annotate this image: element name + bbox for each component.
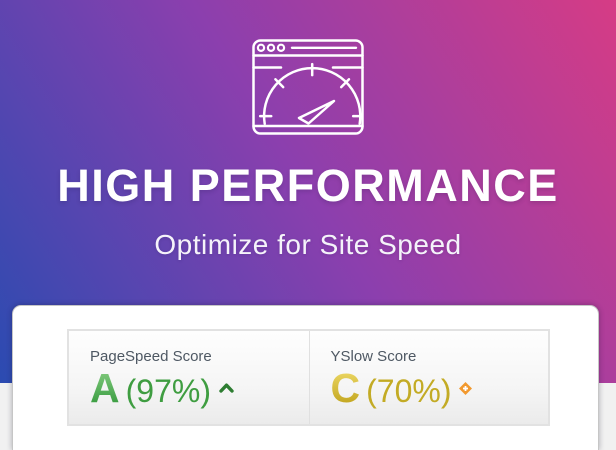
pagespeed-score-cell: PageSpeed Score A (97%) bbox=[69, 331, 309, 424]
yslow-percent: (70%) bbox=[366, 373, 452, 409]
browser-dot-icon bbox=[266, 43, 276, 53]
pagespeed-score-label: PageSpeed Score bbox=[90, 348, 212, 365]
trend-up-icon bbox=[219, 383, 234, 393]
yslow-score-label: YSlow Score bbox=[330, 348, 417, 365]
yslow-score-value-row: C (70%) bbox=[331, 368, 549, 409]
browser-dot-icon bbox=[276, 43, 286, 53]
gauge-arc bbox=[262, 66, 362, 126]
hero-title: HIGH PERFORMANCE bbox=[57, 160, 559, 211]
pagespeed-score-value-row: A (97%) bbox=[90, 368, 309, 409]
no-change-icon bbox=[459, 382, 473, 395]
chevron-up-icon bbox=[219, 383, 234, 393]
speedometer-browser-icon bbox=[252, 39, 364, 135]
hero-subtitle: Optimize for Site Speed bbox=[154, 229, 462, 260]
pagespeed-grade: A bbox=[90, 365, 120, 411]
yslow-score-cell: YSlow Score C (70%) bbox=[308, 331, 549, 424]
browser-frame bbox=[252, 39, 364, 135]
yslow-grade: C bbox=[330, 365, 361, 411]
pagespeed-percent: (97%) bbox=[125, 373, 211, 409]
browser-dot-icon bbox=[256, 43, 266, 53]
gauge-needle bbox=[297, 99, 336, 125]
report-card: PageSpeed Score A (97%) YSlow Score C (7… bbox=[12, 305, 599, 450]
score-panel: PageSpeed Score A (97%) YSlow Score C (7… bbox=[67, 329, 550, 426]
